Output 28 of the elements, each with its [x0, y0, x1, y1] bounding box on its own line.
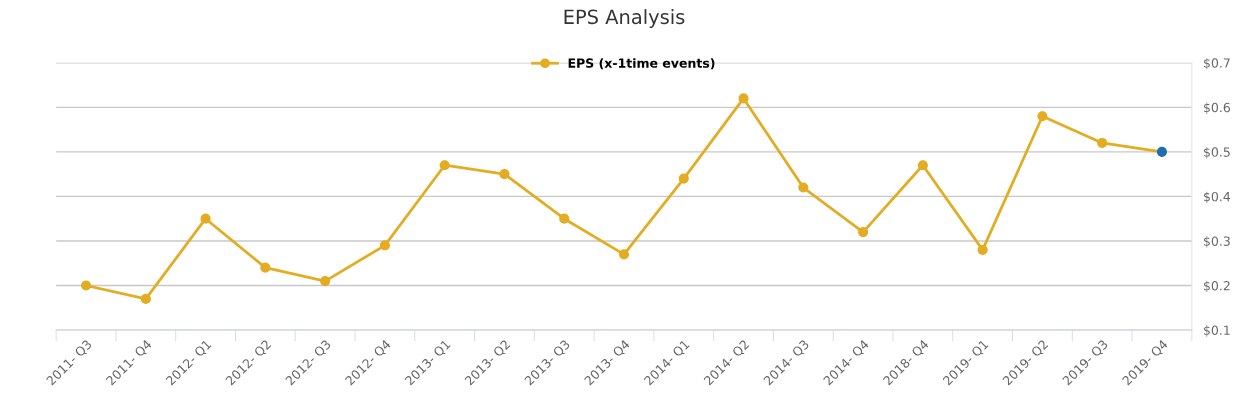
- point: [618, 249, 630, 260]
- point: [917, 160, 928, 171]
- point: [200, 213, 211, 224]
- point: [559, 213, 570, 224]
- point: [738, 93, 749, 104]
- point: [80, 280, 92, 291]
- point: [140, 293, 151, 304]
- point: [977, 244, 988, 255]
- legend-label: EPS (x-1time events): [568, 58, 715, 70]
- point: [379, 240, 390, 251]
- point: [499, 169, 510, 180]
- point: [1156, 146, 1168, 157]
- y-tick-label: $0.1: [1203, 325, 1230, 337]
- point: [439, 160, 450, 171]
- point: [1037, 111, 1048, 122]
- point: [320, 275, 331, 287]
- y-tick-label: $0.7: [1203, 58, 1230, 70]
- y-tick-label: $0.5: [1203, 147, 1230, 159]
- chart-title: EPS Analysis: [564, 9, 685, 28]
- y-tick-label: $0.6: [1203, 102, 1230, 114]
- y-tick-label: $0.4: [1203, 191, 1231, 204]
- point: [678, 173, 689, 184]
- y-tick-label: $0.3: [1203, 236, 1230, 248]
- point: [858, 226, 869, 238]
- point: [1097, 137, 1108, 149]
- point: [798, 182, 809, 193]
- point: [260, 262, 271, 273]
- y-tick-label: $0.2: [1203, 280, 1230, 293]
